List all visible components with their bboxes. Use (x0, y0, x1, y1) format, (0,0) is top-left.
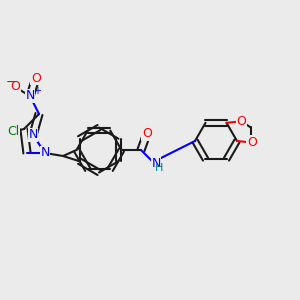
Text: O: O (142, 127, 152, 140)
Text: O: O (247, 136, 257, 149)
Text: N: N (151, 157, 161, 170)
Text: +: + (34, 86, 41, 97)
Text: N: N (28, 128, 38, 142)
Text: −: − (5, 76, 16, 89)
Text: N: N (40, 146, 50, 160)
Text: H: H (155, 163, 163, 173)
Text: N: N (25, 89, 35, 103)
Text: Cl: Cl (8, 125, 20, 139)
Text: O: O (237, 115, 246, 128)
Text: O: O (31, 71, 41, 85)
Text: O: O (10, 80, 20, 94)
